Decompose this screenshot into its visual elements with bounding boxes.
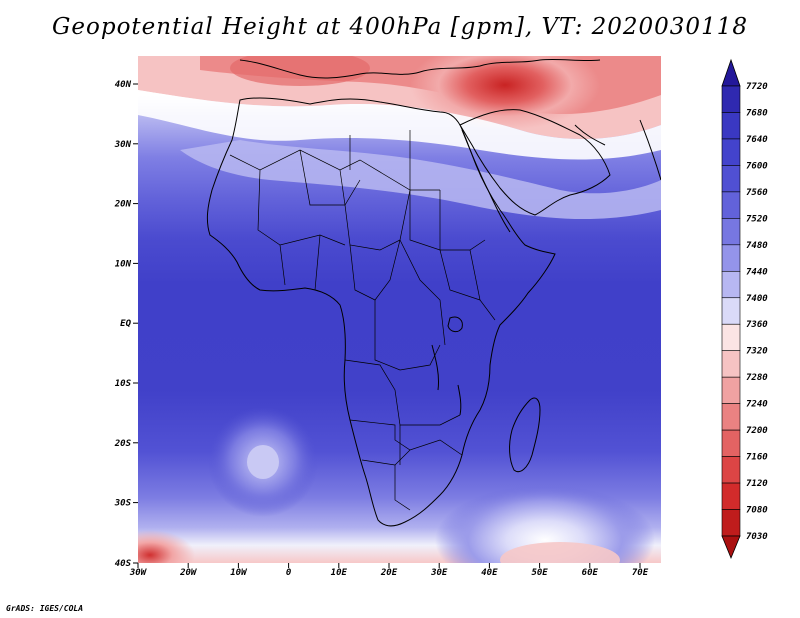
colorbar-level-label: 7680	[746, 108, 768, 118]
colorbar-segment	[721, 323, 741, 352]
red-sea	[461, 129, 511, 233]
colorbar-level-label: 7600	[746, 161, 768, 171]
lat-tick-label: 40N	[115, 80, 132, 90]
colorbar-level-label: 7520	[746, 214, 768, 224]
colorbar-segment	[721, 112, 741, 140]
field-shading	[138, 56, 661, 563]
map-title: Geopotential Height at 400hPa [gpm], VT:…	[52, 14, 748, 40]
latitude-labels: 40N 30N 20N 10N EQ 10S 20S 30S 40S	[114, 80, 132, 569]
colorbar	[721, 58, 741, 560]
lat-tick-label: 30N	[114, 140, 132, 150]
axis-ticks	[133, 83, 641, 568]
lat-tick-label: EQ	[120, 319, 131, 329]
lon-tick-label: 70E	[632, 568, 649, 578]
lon-tick-label: 40E	[481, 568, 498, 578]
colorbar-level-label: 7200	[746, 426, 768, 436]
colorbar-bottom-arrow	[721, 535, 741, 560]
lon-tick-label: 10W	[230, 568, 248, 578]
longitude-labels: 30W 20W 10W 0 10E 20E 30E 40E 50E 60E 70E	[129, 568, 649, 578]
colorbar-level-label: 7080	[746, 506, 768, 516]
colorbar-level-label: 7360	[746, 320, 768, 330]
colorbar-level-label: 7240	[746, 400, 768, 410]
lat-tick-label: 10N	[115, 259, 132, 269]
grads-credit: GrADS: IGES/COLA	[6, 604, 84, 613]
lon-tick-label: 0	[286, 568, 292, 578]
coastlines	[206, 58, 661, 527]
colorbar-segment	[721, 244, 741, 272]
colorbar-segment	[721, 165, 741, 193]
colorbar-segment	[721, 138, 741, 166]
lon-tick-label: 30W	[129, 568, 148, 578]
lon-tick-label: 20W	[179, 568, 198, 578]
colorbar-labels: 7720 7680 7640 7600 7560 7520 7480 7440 7400 7360…	[746, 82, 768, 542]
colorbar-segment	[721, 509, 741, 537]
lon-tick-label: 60E	[582, 568, 599, 578]
persian-gulf	[574, 124, 606, 146]
colorbar-level-label: 7030	[746, 532, 768, 542]
madagascar-coastline	[509, 397, 541, 473]
lat-tick-label: 20N	[114, 200, 132, 210]
colorbar-segment	[721, 456, 741, 484]
colorbar-level-label: 7120	[746, 479, 768, 489]
lat-tick-label: 10S	[115, 379, 132, 389]
colorbar-segment	[721, 350, 741, 378]
colorbar-segment	[721, 403, 741, 431]
colorbar-level-label: 7560	[746, 188, 768, 198]
colorbar-top-arrow	[721, 58, 741, 87]
colorbar-segment	[721, 376, 741, 404]
colorbar-segment	[721, 85, 741, 113]
lon-tick-label: 50E	[531, 568, 548, 578]
lon-tick-label: 30E	[430, 568, 448, 578]
lake-malawi	[457, 384, 462, 416]
india-coastline	[639, 119, 661, 181]
arabia-coastline	[459, 109, 611, 216]
country-borders	[229, 130, 496, 511]
colorbar-level-label: 7280	[746, 373, 768, 383]
colorbar-level-label: 7400	[746, 294, 768, 304]
colorbar-level-label: 7440	[746, 267, 768, 277]
lat-tick-label: 40S	[115, 559, 132, 569]
colorbar-level-label: 7480	[746, 241, 768, 251]
lon-tick-label: 10E	[331, 568, 348, 578]
colorbar-segment	[721, 429, 741, 457]
colorbar-segment	[721, 270, 741, 299]
colorbar-segment	[721, 218, 741, 246]
colorbar-level-label: 7160	[746, 453, 768, 463]
colorbar-level-label: 7320	[746, 347, 768, 357]
colorbar-segment	[721, 482, 741, 510]
lon-tick-label: 20E	[380, 568, 398, 578]
lat-tick-label: 20S	[114, 439, 132, 449]
europe-coastline	[239, 58, 601, 79]
lake-tanganyika	[431, 344, 439, 391]
colorbar-level-label: 7640	[746, 135, 768, 145]
lake-victoria	[447, 316, 463, 333]
lat-tick-label: 30S	[114, 499, 132, 509]
colorbar-level-label: 7720	[746, 82, 768, 92]
colorbar-segment	[721, 297, 741, 325]
colorbar-segment	[721, 191, 741, 219]
